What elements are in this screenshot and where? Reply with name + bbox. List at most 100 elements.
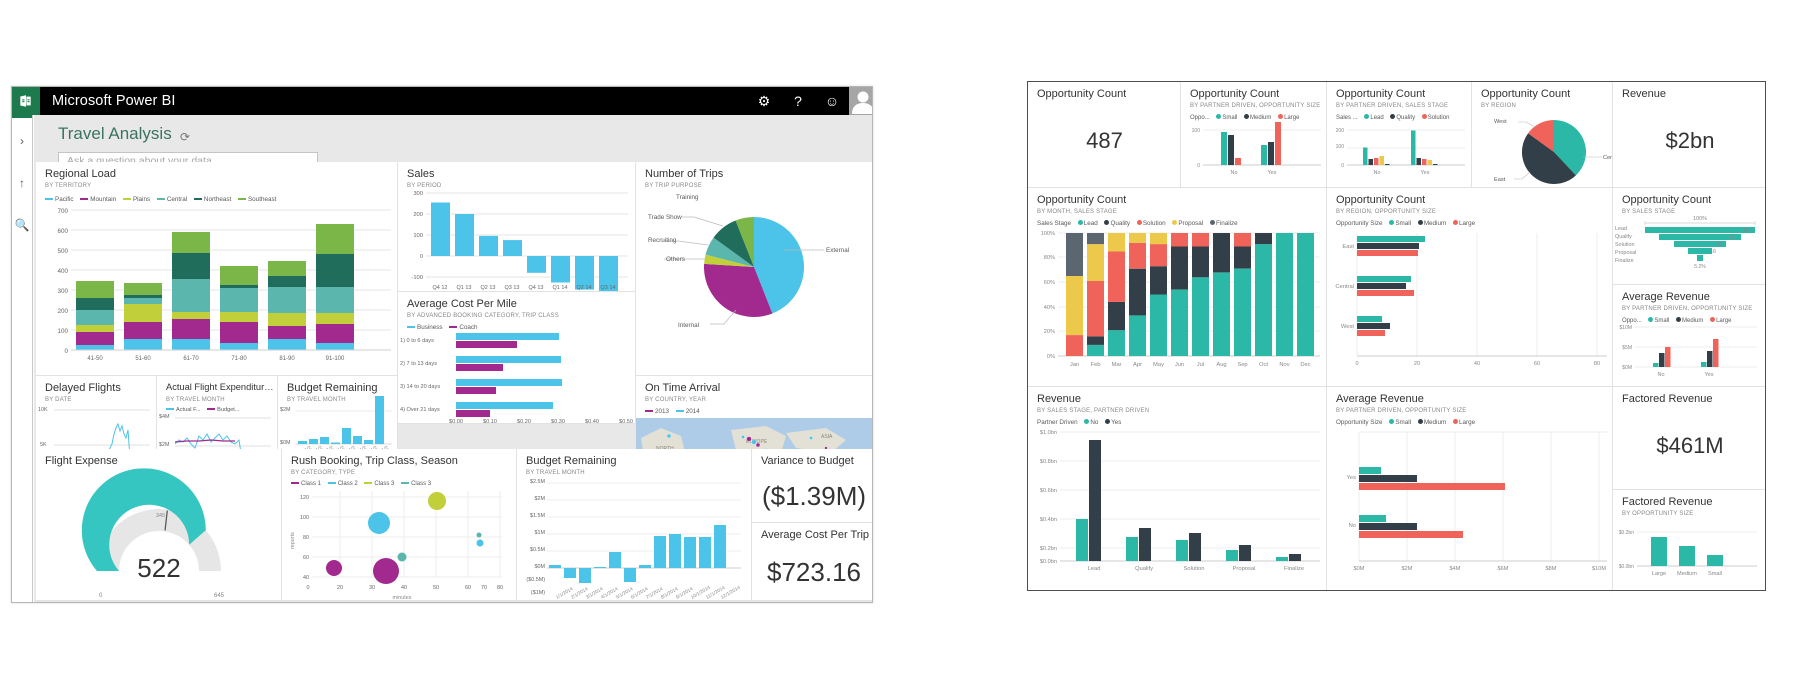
svg-text:80: 80 bbox=[497, 585, 503, 591]
svg-text:Q2 14: Q2 14 bbox=[577, 285, 592, 291]
svg-text:60: 60 bbox=[1534, 361, 1540, 367]
svg-text:$0.2bn: $0.2bn bbox=[1040, 546, 1057, 552]
svg-text:$2.5M: $2.5M bbox=[530, 479, 545, 485]
svg-text:$4M: $4M bbox=[159, 414, 170, 420]
svg-text:May: May bbox=[1153, 362, 1164, 368]
svg-text:91-100: 91-100 bbox=[326, 356, 345, 362]
svg-text:$0.20: $0.20 bbox=[517, 419, 531, 424]
svg-text:200: 200 bbox=[1336, 128, 1345, 134]
svg-text:30: 30 bbox=[369, 585, 375, 591]
svg-text:Oct: Oct bbox=[1259, 362, 1268, 368]
svg-text:West: West bbox=[1341, 324, 1354, 330]
svg-text:$1.0bn: $1.0bn bbox=[1040, 430, 1057, 436]
svg-text:$0.40: $0.40 bbox=[585, 419, 599, 424]
svg-text:Medium: Medium bbox=[1677, 571, 1697, 577]
svg-text:$0.8bn: $0.8bn bbox=[1040, 459, 1057, 465]
svg-text:Q3 13: Q3 13 bbox=[505, 285, 520, 291]
svg-text:27: 27 bbox=[1716, 242, 1722, 248]
svg-text:Apr: Apr bbox=[1133, 362, 1142, 368]
svg-text:$1.5M: $1.5M bbox=[530, 513, 545, 519]
svg-text:Nov: Nov bbox=[1279, 362, 1289, 368]
svg-text:200: 200 bbox=[57, 308, 68, 315]
svg-text:Q2 13: Q2 13 bbox=[481, 285, 496, 291]
svg-text:60%: 60% bbox=[1044, 280, 1055, 286]
svg-text:40%: 40% bbox=[1044, 305, 1055, 311]
svg-text:10K: 10K bbox=[38, 407, 48, 413]
svg-text:20: 20 bbox=[337, 585, 343, 591]
svg-text:ASIA: ASIA bbox=[821, 434, 833, 440]
svg-text:Solution: Solution bbox=[1184, 566, 1205, 572]
svg-text:Yes: Yes bbox=[1421, 170, 1430, 176]
svg-text:60: 60 bbox=[303, 555, 309, 561]
svg-text:1) 0 to 6 days: 1) 0 to 6 days bbox=[400, 338, 434, 344]
svg-text:300: 300 bbox=[57, 288, 68, 295]
svg-text:$2M: $2M bbox=[535, 496, 546, 502]
svg-text:40: 40 bbox=[401, 585, 407, 591]
svg-text:0: 0 bbox=[64, 348, 68, 355]
svg-text:80%: 80% bbox=[1044, 255, 1055, 261]
svg-text:Lead: Lead bbox=[1088, 566, 1101, 572]
svg-text:Recruiting: Recruiting bbox=[648, 237, 677, 244]
svg-text:16: 16 bbox=[1710, 249, 1716, 255]
svg-text:Yes: Yes bbox=[1705, 372, 1714, 378]
svg-text:80: 80 bbox=[303, 535, 309, 541]
svg-text:No: No bbox=[1230, 170, 1237, 176]
svg-text:Q3 14: Q3 14 bbox=[601, 285, 616, 291]
svg-text:81-90: 81-90 bbox=[279, 356, 295, 362]
svg-text:$6M: $6M bbox=[1498, 566, 1509, 572]
svg-text:94: 94 bbox=[1744, 228, 1750, 234]
svg-text:$0M: $0M bbox=[280, 440, 291, 446]
svg-text:0: 0 bbox=[1197, 163, 1200, 169]
svg-text:No: No bbox=[1349, 523, 1356, 529]
svg-text:50: 50 bbox=[433, 585, 439, 591]
svg-text:Training: Training bbox=[676, 194, 699, 201]
svg-text:400: 400 bbox=[57, 268, 68, 275]
svg-text:Solution: Solution bbox=[1615, 242, 1634, 248]
svg-text:100: 100 bbox=[1336, 144, 1345, 150]
svg-text:500: 500 bbox=[57, 248, 68, 255]
svg-text:$2M: $2M bbox=[159, 442, 170, 448]
svg-text:reports: reports bbox=[290, 532, 296, 549]
svg-text:Jul: Jul bbox=[1197, 362, 1204, 368]
svg-text:300: 300 bbox=[413, 191, 423, 197]
svg-text:minutes: minutes bbox=[393, 595, 412, 601]
svg-text:70: 70 bbox=[481, 585, 487, 591]
svg-text:0%: 0% bbox=[1047, 354, 1055, 360]
svg-text:Finalize: Finalize bbox=[1615, 258, 1634, 264]
svg-text:3) 14 to 20 days: 3) 14 to 20 days bbox=[400, 384, 440, 390]
svg-text:$0.0bn: $0.0bn bbox=[1040, 559, 1057, 565]
svg-text:External: External bbox=[826, 247, 849, 254]
svg-text:$1M: $1M bbox=[535, 530, 546, 536]
svg-text:Internal: Internal bbox=[678, 322, 699, 329]
svg-text:$0.0bn: $0.0bn bbox=[1619, 564, 1635, 570]
svg-text:$0.5M: $0.5M bbox=[530, 547, 545, 553]
svg-text:80: 80 bbox=[1594, 361, 1600, 367]
svg-text:Aug: Aug bbox=[1216, 362, 1226, 368]
svg-text:($1M): ($1M) bbox=[531, 590, 545, 596]
svg-text:Mar: Mar bbox=[1112, 362, 1122, 368]
svg-text:Jan: Jan bbox=[1070, 362, 1079, 368]
svg-text:700: 700 bbox=[57, 208, 68, 215]
svg-text:Qualify: Qualify bbox=[1615, 234, 1632, 240]
svg-text:Yes: Yes bbox=[1347, 475, 1357, 481]
svg-text:100: 100 bbox=[300, 515, 309, 521]
svg-text:East: East bbox=[1494, 177, 1506, 183]
svg-text:Finalize: Finalize bbox=[1284, 566, 1304, 572]
svg-text:$0M: $0M bbox=[1354, 566, 1365, 572]
svg-text:5.2%: 5.2% bbox=[1694, 264, 1706, 270]
svg-text:0: 0 bbox=[1341, 163, 1344, 169]
svg-text:Large: Large bbox=[1652, 571, 1666, 577]
svg-text:5K: 5K bbox=[40, 442, 47, 448]
svg-text:$10M: $10M bbox=[1592, 566, 1606, 572]
svg-text:0: 0 bbox=[99, 593, 103, 599]
svg-text:100%: 100% bbox=[1693, 216, 1707, 222]
svg-text:100%: 100% bbox=[1041, 231, 1055, 237]
svg-text:$10M: $10M bbox=[1619, 325, 1632, 331]
svg-text:-100: -100 bbox=[411, 275, 423, 281]
svg-text:2) 7 to 13 days: 2) 7 to 13 days bbox=[400, 361, 437, 367]
svg-text:$0.50: $0.50 bbox=[619, 419, 633, 424]
svg-text:Central: Central bbox=[1603, 155, 1613, 161]
svg-text:Q4 12: Q4 12 bbox=[433, 285, 448, 291]
svg-text:Sep: Sep bbox=[1237, 362, 1247, 368]
svg-text:$0M: $0M bbox=[535, 564, 546, 570]
